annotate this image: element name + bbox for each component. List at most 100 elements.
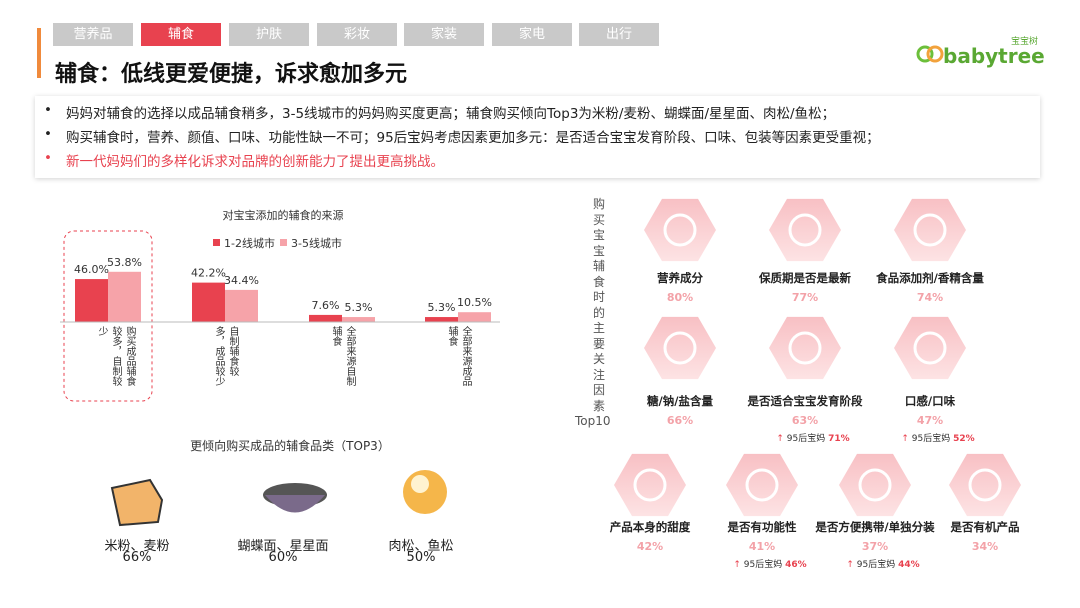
data-label: 42.2% (191, 267, 226, 280)
factor-value: 42% (636, 540, 664, 553)
factors-suffix: Top10 (575, 414, 611, 428)
factor-name: 口感/口味 (904, 394, 956, 408)
tab[interactable]: 彩妆 (317, 23, 397, 46)
note-label: 95后宝妈 (856, 560, 896, 570)
hexagon (949, 453, 1021, 517)
category-label: 全部来源成品辅食 (446, 326, 471, 386)
bowl-body (265, 495, 325, 513)
factor-name: 是否有机产品 (950, 520, 1020, 534)
bar (75, 279, 108, 322)
note-label: 95后宝妈 (786, 434, 826, 444)
factor-value: 63% (791, 414, 819, 427)
category-label: 全部来源自制辅食 (330, 326, 355, 386)
factors-title: 购买宝宝辅食时的主要关注因素 (593, 197, 606, 413)
top3-label: 肉松、鱼松 (388, 539, 454, 554)
factor-name: 产品本身的甜度 (609, 520, 691, 534)
bar (342, 317, 375, 322)
bar-chart: 对宝宝添加的辅食的来源 1-2线城市 3-5线城市 46.0%53.8% 42.2%34… (60, 208, 500, 402)
factor-value: 77% (791, 291, 819, 304)
icon (633, 468, 667, 502)
tab[interactable]: 营养品 (53, 23, 133, 46)
tab[interactable]: 辅食 (141, 23, 221, 46)
logo: babytree 宝宝树 (915, 37, 1045, 72)
note-value: 71% (828, 434, 850, 444)
note-label: 95后宝妈 (911, 434, 951, 444)
bar (425, 317, 458, 322)
logo-icon (916, 45, 944, 63)
factor-value: 74% (916, 291, 944, 304)
factor-name: 糖/钠/盐含量 (647, 394, 713, 408)
icon (858, 468, 892, 502)
bullet-dot: • (44, 126, 52, 142)
tab[interactable]: 出行 (579, 23, 659, 46)
icon (968, 468, 1002, 502)
bar (225, 289, 258, 322)
icon (663, 331, 697, 365)
accent-bar (37, 28, 41, 78)
note-value: 46% (785, 560, 807, 570)
bullet: 妈妈对辅食的选择以成品辅食稍多，3-5线城市的妈妈购买度更高；辅食购买倾向Top… (66, 106, 836, 122)
floss-spot (411, 475, 429, 493)
factor-value: 37% (861, 540, 889, 553)
top3-label: 蝴蝶面、星星面 (237, 539, 329, 554)
bullet-box (35, 96, 1040, 178)
hexagon (644, 198, 716, 262)
top3-value: 50% (406, 550, 436, 565)
hexagon (769, 316, 841, 380)
icon (745, 468, 779, 502)
factor-name: 是否适合宝宝发育阶段 (747, 394, 863, 408)
icon (788, 213, 822, 247)
data-label: 5.3% (345, 301, 373, 314)
factor-value: 47% (916, 414, 944, 427)
bar (309, 314, 342, 322)
highlight-box (63, 230, 153, 402)
bar (192, 282, 225, 322)
tab[interactable]: 家电 (492, 23, 572, 46)
top3-value: 66% (122, 550, 152, 565)
bar (458, 312, 491, 322)
factor-name: 营养成分 (657, 271, 703, 285)
hexagon (644, 316, 716, 380)
factor-name: 保质期是否是最新 (759, 271, 851, 285)
icon (913, 213, 947, 247)
hexagon (769, 198, 841, 262)
factor-note: ↑ 95后宝妈 71% (776, 434, 850, 444)
note-value: 52% (953, 434, 975, 444)
data-label: 7.6% (312, 299, 340, 312)
hexagon (726, 453, 798, 517)
legend-swatch (213, 239, 220, 246)
legend-label: 3-5线城市 (291, 236, 342, 250)
data-label: 5.3% (428, 301, 456, 314)
icon (788, 331, 822, 365)
data-label: 46.0% (74, 263, 109, 276)
factor-value: 80% (666, 291, 694, 304)
note-value: 44% (898, 560, 920, 570)
tab[interactable]: 护肤 (229, 23, 309, 46)
tab[interactable]: 家装 (404, 23, 484, 46)
hexagon (894, 316, 966, 380)
factor-note: ↑ 95后宝妈 52% (901, 434, 975, 444)
factor-value: 66% (666, 414, 694, 427)
hexagon (839, 453, 911, 517)
factor-value: 34% (971, 540, 999, 553)
factor-name: 是否有功能性 (727, 520, 797, 534)
legend-swatch (280, 239, 287, 246)
factor-name: 食品添加剂/香精含量 (876, 271, 984, 285)
top3-icons (110, 470, 447, 527)
bullet: 购买辅食时，营养、颜值、口味、功能性缺一不可；95后宝妈考虑因素更加多元：是否适… (66, 130, 880, 146)
factor-value: 41% (748, 540, 776, 553)
bar (108, 271, 141, 322)
category-label: 购买成品辅食较多，自制较少 (96, 326, 135, 386)
top3-value: 60% (268, 550, 298, 565)
data-label: 53.8% (107, 256, 142, 269)
icon (663, 213, 697, 247)
bag-icon (110, 478, 164, 527)
bullet: 新一代妈妈们的多样化诉求对品牌的创新能力了提出更高挑战。 (66, 154, 444, 170)
icon (913, 331, 947, 365)
hexagon (614, 453, 686, 517)
top3-title: 更倾向购买成品的辅食品类（TOP3） (190, 439, 390, 453)
factor-name: 是否方便携带/单独分装 (815, 520, 935, 534)
note-label: 95后宝妈 (743, 560, 783, 570)
